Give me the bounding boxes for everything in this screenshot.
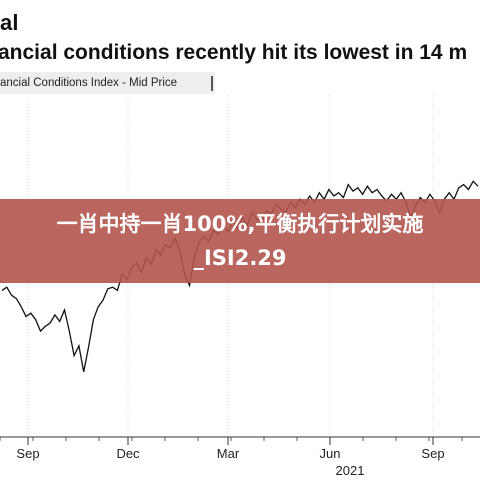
x-tick-label: Jun <box>320 446 341 461</box>
x-tick-label: Mar <box>217 446 240 461</box>
x-tick-label: Dec <box>116 446 140 461</box>
x-axis-labels: Sep Dec Mar Jun Sep <box>16 446 444 461</box>
chart-subtitle: ancial conditions recently hit its lowes… <box>0 41 468 64</box>
x-axis-ticks <box>0 437 463 445</box>
overlay-text: 一肖中持一肖100%,平衡执行计划实施_ISI2.29 <box>56 212 424 270</box>
x-tick-label: Sep <box>421 446 444 461</box>
overlay-banner: 一肖中持一肖100%,平衡执行计划实施_ISI2.29 <box>0 199 480 283</box>
chart-title-fragment: al <box>0 10 19 35</box>
legend: ancial Conditions Index - Mid Price <box>0 72 215 94</box>
x-tick-label: Sep <box>16 446 39 461</box>
legend-divider <box>211 76 213 91</box>
legend-series-label: ancial Conditions Index - Mid Price <box>0 77 178 89</box>
x-axis-year-label: 2021 <box>336 463 365 478</box>
